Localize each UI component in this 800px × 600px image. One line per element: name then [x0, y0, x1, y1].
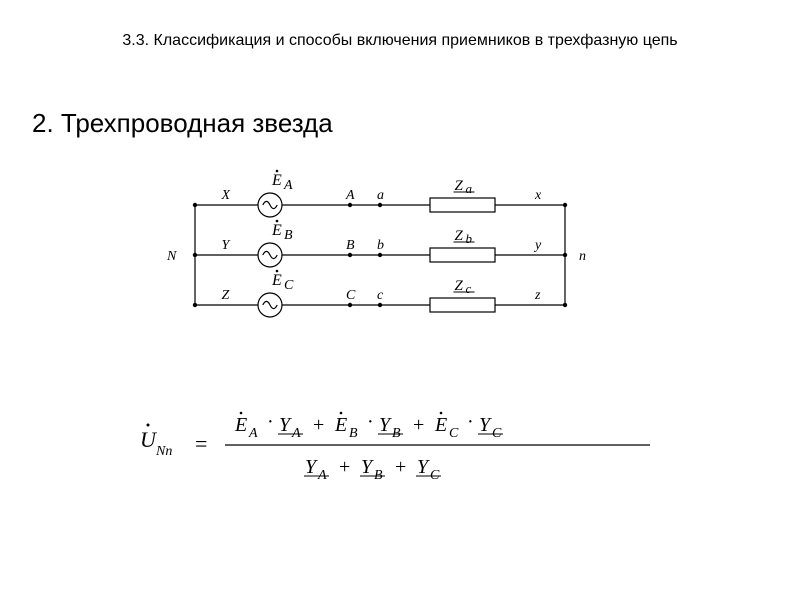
slide-header: 3.3. Классификация и способы включения п…: [0, 32, 800, 50]
svg-text:c: c: [466, 281, 472, 296]
svg-text:+: +: [395, 456, 406, 478]
svg-text:B: B: [374, 468, 383, 483]
svg-text:a: a: [377, 188, 384, 203]
svg-text:z: z: [534, 288, 541, 303]
svg-text:N: N: [166, 249, 177, 264]
svg-text:E: E: [271, 222, 282, 239]
svg-text:·: ·: [367, 411, 374, 433]
svg-text:B: B: [346, 238, 355, 253]
svg-text:Y: Y: [361, 456, 374, 478]
svg-text:Z: Z: [222, 288, 230, 303]
svg-text:·: ·: [267, 411, 274, 433]
svg-text:C: C: [284, 278, 294, 293]
svg-text:+: +: [339, 456, 350, 478]
svg-text:+: +: [313, 414, 324, 436]
svg-text:b: b: [377, 238, 384, 253]
svg-text:C: C: [492, 426, 502, 441]
svg-text:y: y: [533, 238, 542, 253]
svg-text:C: C: [430, 468, 440, 483]
svg-text:X: X: [221, 188, 231, 203]
svg-text:x: x: [534, 188, 542, 203]
svg-text:Y: Y: [479, 414, 492, 436]
svg-text:A: A: [345, 188, 355, 203]
svg-text:E: E: [234, 414, 247, 436]
svg-text:Y: Y: [305, 456, 318, 478]
svg-text:·: ·: [467, 411, 474, 433]
svg-text:A: A: [291, 426, 301, 441]
svg-text:n: n: [579, 249, 586, 264]
svg-text:E: E: [334, 414, 347, 436]
svg-text:Y: Y: [222, 238, 232, 253]
svg-text:E: E: [271, 272, 282, 289]
svg-text:Y: Y: [379, 414, 392, 436]
svg-text:=: =: [195, 431, 207, 456]
svg-text:B: B: [349, 426, 358, 441]
svg-text:E: E: [434, 414, 447, 436]
svg-text:Y: Y: [279, 414, 292, 436]
svg-text:a: a: [466, 181, 473, 196]
svg-text:B: B: [392, 426, 401, 441]
svg-text:A: A: [248, 426, 258, 441]
svg-text:A: A: [283, 178, 293, 193]
svg-text:C: C: [449, 426, 459, 441]
slide-subtitle: 2. Трехпроводная звезда: [32, 108, 333, 139]
svg-text:B: B: [284, 228, 293, 243]
circuit-diagram: NnEAZaXAaxEBZbYBbyECZcZCcz: [150, 165, 650, 355]
svg-text:+: +: [413, 414, 424, 436]
svg-text:E: E: [271, 172, 282, 189]
svg-text:c: c: [377, 288, 384, 303]
svg-text:A: A: [317, 468, 327, 483]
svg-text:C: C: [346, 288, 356, 303]
svg-text:Y: Y: [417, 456, 430, 478]
svg-text:b: b: [466, 231, 473, 246]
formula: UNn=EA·YA+EB·YB+EC·YCYA+YB+YC: [130, 395, 670, 485]
svg-text:Nn: Nn: [155, 444, 172, 459]
